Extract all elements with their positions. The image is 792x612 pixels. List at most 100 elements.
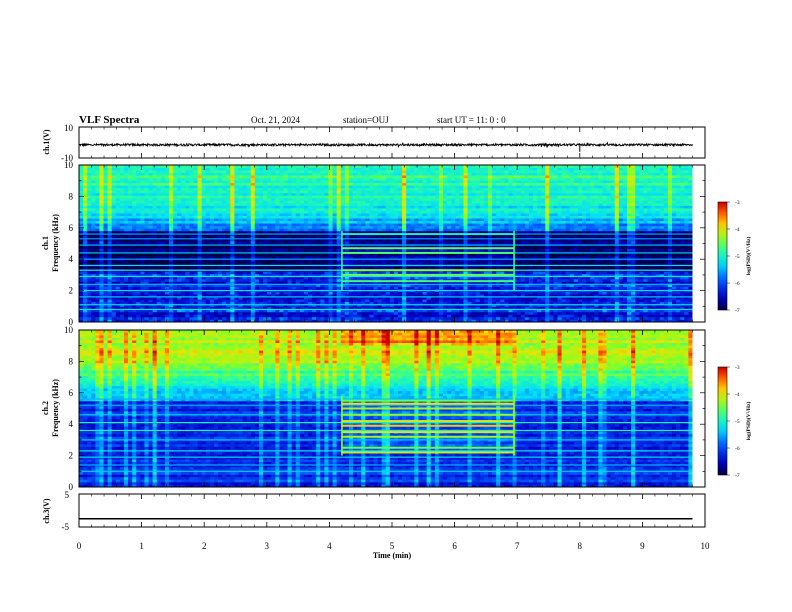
spectrogram-cell: [238, 286, 243, 290]
spectrogram-cell: [123, 240, 129, 244]
spectrogram-cell: [95, 266, 100, 270]
spectrogram-cell: [324, 294, 329, 298]
spectrogram-cell: [83, 291, 88, 295]
spectrogram-cell: [168, 185, 174, 189]
spectrogram-cell: [218, 180, 223, 184]
spectrogram-cell: [389, 213, 395, 216]
spectrogram-cell: [258, 253, 264, 257]
spectrogram-cell: [254, 306, 260, 310]
spectrogram-cell: [197, 306, 203, 310]
spectrogram-cell: [152, 258, 158, 262]
spectrogram-cell: [148, 213, 153, 216]
spectrogram-cell: [258, 291, 264, 295]
spectrogram-cell: [303, 284, 309, 287]
spectrogram-cell: [373, 261, 378, 265]
spectrogram-cell: [164, 182, 170, 186]
spectrogram-cell: [156, 185, 162, 189]
spectrogram-cell: [213, 291, 219, 295]
spectrogram-cell: [385, 281, 391, 285]
spectrogram-cell: [299, 278, 305, 282]
spectrogram-cell: [107, 182, 113, 186]
spectrogram-cell: [238, 296, 243, 300]
spectrogram-cell: [385, 304, 391, 308]
spectrogram-cell: [328, 240, 333, 244]
spectrogram-cell: [254, 205, 260, 209]
spectrogram-cell: [222, 319, 227, 323]
spectrogram-cell: [99, 306, 104, 310]
spectrogram-cell: [83, 294, 88, 298]
spectrogram-cell: [213, 281, 219, 285]
spectrogram-cell: [152, 253, 158, 257]
spectrogram-cell: [107, 253, 113, 257]
spectrogram-cell: [254, 218, 260, 222]
spectrogram-cell: [177, 230, 182, 234]
spectrogram-cell: [267, 258, 272, 262]
spectrogram-cell: [283, 215, 288, 219]
spectrogram-cell: [283, 205, 288, 209]
spectrogram-cell: [79, 281, 84, 285]
spectrogram-cell: [234, 261, 239, 265]
spectrogram-cell: [189, 273, 194, 277]
spectrogram-cell: [164, 213, 170, 216]
spectrogram-cell: [164, 248, 170, 252]
spectrogram-cell: [140, 223, 145, 227]
spectrogram-cell: [173, 210, 178, 214]
spectrogram-cell: [353, 182, 358, 186]
spectrogram-cell: [377, 167, 382, 171]
spectrogram-cell: [381, 185, 387, 189]
spectrogram-cell: [316, 304, 321, 308]
spectrogram-cell: [283, 311, 288, 315]
ch1-waveform-frame: [78, 126, 706, 159]
spectrogram-cell: [365, 220, 370, 224]
spectrogram-cell: [205, 165, 211, 168]
spectrogram-cell: [164, 197, 170, 201]
spectrogram-cell: [132, 233, 137, 237]
spectrogram-cell: [91, 223, 96, 227]
spectrogram-cell: [103, 182, 108, 186]
spectrogram-cell: [103, 306, 108, 310]
spectrogram-cell: [218, 248, 223, 252]
spectrogram-cell: [95, 233, 100, 237]
spectrogram-cell: [279, 210, 284, 214]
spectrogram-cell: [308, 185, 313, 189]
spectrogram-cell: [275, 311, 280, 315]
spectrogram-cell: [250, 228, 256, 232]
spectrogram-cell: [160, 304, 166, 308]
spectrogram-cell: [87, 200, 92, 204]
spectrogram-cell: [336, 180, 342, 184]
spectrogram-cell: [336, 218, 342, 222]
spectrogram-cell: [316, 187, 321, 191]
spectrogram-cell: [123, 225, 129, 229]
spectrogram-cell: [128, 284, 133, 287]
spectrogram-cell: [128, 235, 133, 239]
spectrogram-cell: [308, 215, 313, 219]
spectrogram-cell: [205, 271, 211, 275]
spectrogram-cell: [152, 180, 158, 184]
spectrogram-cell: [79, 180, 84, 184]
spectrogram-cell: [381, 311, 387, 315]
spectrogram-cell: [168, 210, 174, 214]
spectrogram-cell: [258, 205, 264, 209]
spectrogram-cell: [173, 291, 178, 295]
spectrogram-cell: [242, 291, 248, 295]
spectrogram-cell: [283, 256, 288, 260]
spectrogram-cell: [393, 215, 399, 219]
spectrogram-cell: [193, 225, 198, 229]
spectrogram-cell: [222, 238, 227, 242]
spectrogram-cell: [324, 311, 329, 315]
spectrogram-cell: [291, 218, 297, 222]
spectrogram-cell: [201, 286, 207, 290]
spectrogram-cell: [393, 200, 399, 204]
spectrogram-cell: [295, 223, 301, 227]
spectrogram-cell: [111, 202, 117, 206]
spectrogram-cell: [348, 225, 354, 229]
spectrogram-cell: [320, 299, 325, 303]
spectrogram-cell: [389, 284, 395, 287]
spectrogram-cell: [336, 197, 342, 201]
spectrogram-cell: [205, 187, 211, 191]
spectrogram-cell: [91, 271, 96, 275]
spectrogram-cell: [357, 266, 362, 270]
spectrogram-cell: [193, 258, 198, 262]
spectrogram-cell: [242, 187, 248, 191]
spectrogram-cell: [201, 190, 207, 194]
